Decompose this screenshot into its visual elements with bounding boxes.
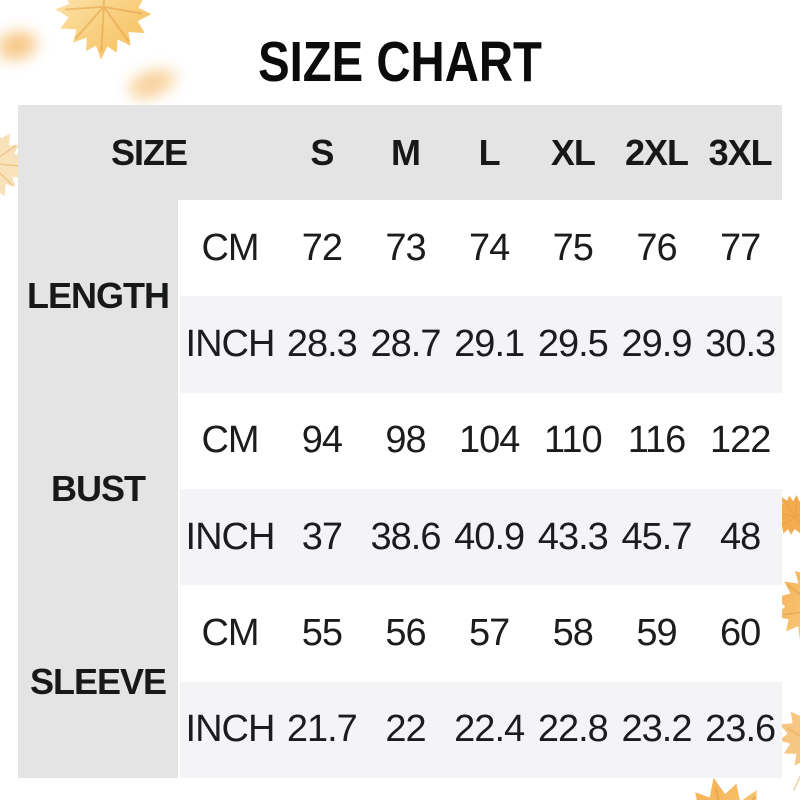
value-cell: 22.4	[447, 681, 531, 778]
value-cell: 72	[280, 200, 364, 297]
value-cell: 104	[447, 392, 531, 489]
size-chart-table: SIZE S M L XL 2XL 3XL LENGTH CM 72 73 74…	[18, 105, 782, 778]
value-cell: 74	[447, 200, 531, 297]
header-col-xl: XL	[530, 105, 615, 200]
page-title: SIZE CHART	[258, 30, 542, 94]
header-col-m: M	[363, 105, 448, 200]
unit-cell: CM	[180, 392, 280, 489]
value-cell: 37	[280, 489, 364, 586]
value-cell: 28.7	[363, 296, 448, 393]
value-cell: 29.9	[614, 296, 699, 393]
value-cell: 29.1	[447, 296, 531, 393]
value-cell: 122	[698, 392, 782, 489]
value-cell: 22	[363, 681, 448, 778]
header-col-l: L	[447, 105, 531, 200]
unit-cell: INCH	[180, 681, 280, 778]
value-cell: 45.7	[614, 489, 699, 586]
value-cell: 94	[280, 392, 364, 489]
value-cell: 59	[614, 585, 699, 682]
row-label-sleeve: SLEEVE	[18, 585, 180, 778]
value-cell: 58	[530, 585, 615, 682]
value-cell: 21.7	[280, 681, 364, 778]
value-cell: 57	[447, 585, 531, 682]
unit-cell: CM	[180, 585, 280, 682]
header-col-2xl: 2XL	[614, 105, 699, 200]
value-cell: 48	[698, 489, 782, 586]
header-col-s: S	[280, 105, 364, 200]
row-label-bust: BUST	[18, 392, 180, 586]
value-cell: 28.3	[280, 296, 364, 393]
value-cell: 56	[363, 585, 448, 682]
value-cell: 116	[614, 392, 699, 489]
unit-cell: INCH	[180, 489, 280, 586]
value-cell: 29.5	[530, 296, 615, 393]
value-cell: 23.2	[614, 681, 699, 778]
header-size-label: SIZE	[18, 105, 280, 200]
value-cell: 43.3	[530, 489, 615, 586]
value-cell: 38.6	[363, 489, 448, 586]
value-cell: 40.9	[447, 489, 531, 586]
value-cell: 55	[280, 585, 364, 682]
value-cell: 73	[363, 200, 448, 297]
value-cell: 77	[698, 200, 782, 297]
value-cell: 98	[363, 392, 448, 489]
row-label-length: LENGTH	[18, 200, 180, 393]
unit-cell: INCH	[180, 296, 280, 393]
value-cell: 60	[698, 585, 782, 682]
value-cell: 23.6	[698, 681, 782, 778]
unit-cell: CM	[180, 200, 280, 297]
value-cell: 110	[530, 392, 615, 489]
value-cell: 22.8	[530, 681, 615, 778]
value-cell: 76	[614, 200, 699, 297]
value-cell: 75	[530, 200, 615, 297]
header-col-3xl: 3XL	[698, 105, 782, 200]
blurred-leaf-icon	[0, 22, 46, 68]
value-cell: 30.3	[698, 296, 782, 393]
